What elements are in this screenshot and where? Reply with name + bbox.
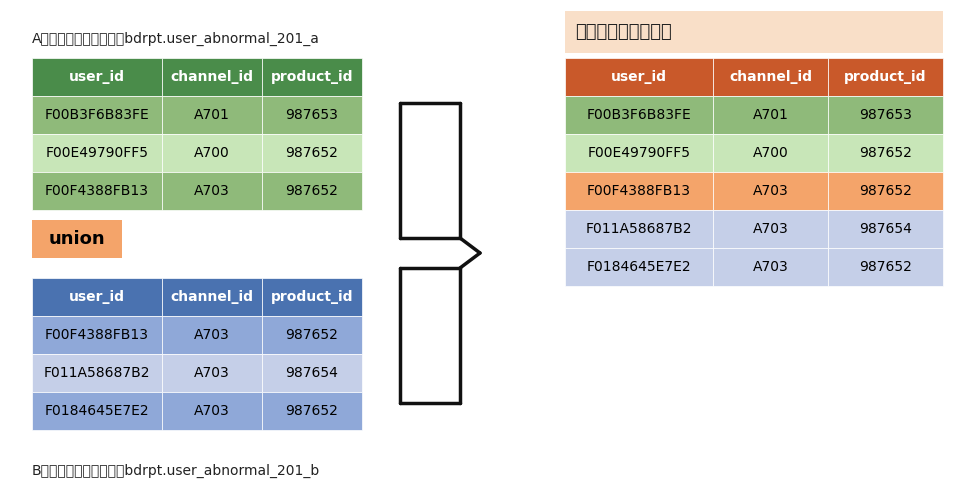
- Text: F00F4388FB13: F00F4388FB13: [45, 184, 149, 198]
- Text: F00F4388FB13: F00F4388FB13: [45, 328, 149, 342]
- FancyBboxPatch shape: [162, 392, 262, 430]
- FancyBboxPatch shape: [162, 96, 262, 134]
- FancyBboxPatch shape: [32, 96, 162, 134]
- Text: product_id: product_id: [271, 70, 353, 84]
- Text: 987652: 987652: [286, 328, 339, 342]
- FancyBboxPatch shape: [262, 392, 362, 430]
- Text: F00F4388FB13: F00F4388FB13: [587, 184, 691, 198]
- Text: A703: A703: [753, 222, 788, 236]
- FancyBboxPatch shape: [565, 96, 713, 134]
- FancyBboxPatch shape: [162, 278, 262, 316]
- FancyBboxPatch shape: [828, 248, 943, 286]
- FancyBboxPatch shape: [262, 354, 362, 392]
- FancyBboxPatch shape: [713, 134, 828, 172]
- Text: union: union: [48, 230, 105, 248]
- Text: F00B3F6B83FE: F00B3F6B83FE: [587, 108, 691, 122]
- Text: channel_id: channel_id: [729, 70, 812, 84]
- Text: A700: A700: [753, 146, 788, 160]
- Text: user_id: user_id: [69, 70, 125, 84]
- Text: 987653: 987653: [859, 108, 912, 122]
- Text: A701: A701: [753, 108, 788, 122]
- FancyBboxPatch shape: [565, 172, 713, 210]
- FancyBboxPatch shape: [32, 278, 162, 316]
- FancyBboxPatch shape: [565, 11, 943, 53]
- FancyBboxPatch shape: [713, 96, 828, 134]
- Text: 987652: 987652: [286, 184, 339, 198]
- Text: 987652: 987652: [859, 184, 912, 198]
- Text: product_id: product_id: [271, 290, 353, 304]
- FancyBboxPatch shape: [713, 248, 828, 286]
- Text: F0184645E7E2: F0184645E7E2: [587, 260, 691, 274]
- Text: A701: A701: [194, 108, 230, 122]
- FancyBboxPatch shape: [713, 210, 828, 248]
- FancyBboxPatch shape: [32, 220, 122, 258]
- FancyBboxPatch shape: [262, 134, 362, 172]
- FancyBboxPatch shape: [828, 58, 943, 96]
- Text: A703: A703: [753, 184, 788, 198]
- FancyBboxPatch shape: [32, 316, 162, 354]
- Text: 987652: 987652: [859, 260, 912, 274]
- FancyBboxPatch shape: [32, 354, 162, 392]
- Text: B员工提供的异常用户：bdrpt.user_abnormal_201_b: B员工提供的异常用户：bdrpt.user_abnormal_201_b: [32, 464, 320, 478]
- Text: channel_id: channel_id: [171, 290, 254, 304]
- FancyBboxPatch shape: [565, 210, 713, 248]
- FancyBboxPatch shape: [262, 172, 362, 210]
- Text: F00B3F6B83FE: F00B3F6B83FE: [44, 108, 150, 122]
- FancyBboxPatch shape: [162, 58, 262, 96]
- Text: user_id: user_id: [69, 290, 125, 304]
- FancyBboxPatch shape: [162, 134, 262, 172]
- FancyBboxPatch shape: [32, 392, 162, 430]
- Text: 987652: 987652: [286, 146, 339, 160]
- Text: product_id: product_id: [844, 70, 926, 84]
- Text: channel_id: channel_id: [171, 70, 254, 84]
- FancyBboxPatch shape: [262, 316, 362, 354]
- Text: F011A58687B2: F011A58687B2: [586, 222, 692, 236]
- FancyBboxPatch shape: [262, 278, 362, 316]
- Text: F0184645E7E2: F0184645E7E2: [44, 404, 150, 418]
- FancyBboxPatch shape: [828, 96, 943, 134]
- FancyBboxPatch shape: [565, 134, 713, 172]
- Text: A703: A703: [194, 404, 230, 418]
- Text: F00E49790FF5: F00E49790FF5: [588, 146, 691, 160]
- Text: A703: A703: [194, 184, 230, 198]
- FancyBboxPatch shape: [565, 248, 713, 286]
- FancyBboxPatch shape: [162, 354, 262, 392]
- Text: F00E49790FF5: F00E49790FF5: [45, 146, 149, 160]
- FancyBboxPatch shape: [162, 316, 262, 354]
- Text: user_id: user_id: [611, 70, 667, 84]
- Text: 987653: 987653: [286, 108, 339, 122]
- FancyBboxPatch shape: [162, 172, 262, 210]
- FancyBboxPatch shape: [828, 210, 943, 248]
- Text: F011A58687B2: F011A58687B2: [43, 366, 151, 380]
- Text: 合并集：无重复数据: 合并集：无重复数据: [575, 23, 672, 41]
- Text: A700: A700: [194, 146, 230, 160]
- Text: 987654: 987654: [859, 222, 912, 236]
- FancyBboxPatch shape: [828, 172, 943, 210]
- FancyBboxPatch shape: [32, 58, 162, 96]
- FancyBboxPatch shape: [32, 134, 162, 172]
- Text: A703: A703: [194, 328, 230, 342]
- FancyBboxPatch shape: [713, 58, 828, 96]
- FancyBboxPatch shape: [828, 134, 943, 172]
- FancyBboxPatch shape: [713, 172, 828, 210]
- Text: A703: A703: [753, 260, 788, 274]
- Text: A员工提供的异常用户：bdrpt.user_abnormal_201_a: A员工提供的异常用户：bdrpt.user_abnormal_201_a: [32, 32, 319, 46]
- Text: 987652: 987652: [286, 404, 339, 418]
- FancyBboxPatch shape: [262, 58, 362, 96]
- Text: A703: A703: [194, 366, 230, 380]
- FancyBboxPatch shape: [565, 58, 713, 96]
- Text: 987654: 987654: [286, 366, 339, 380]
- Text: 987652: 987652: [859, 146, 912, 160]
- FancyBboxPatch shape: [262, 96, 362, 134]
- FancyBboxPatch shape: [32, 172, 162, 210]
